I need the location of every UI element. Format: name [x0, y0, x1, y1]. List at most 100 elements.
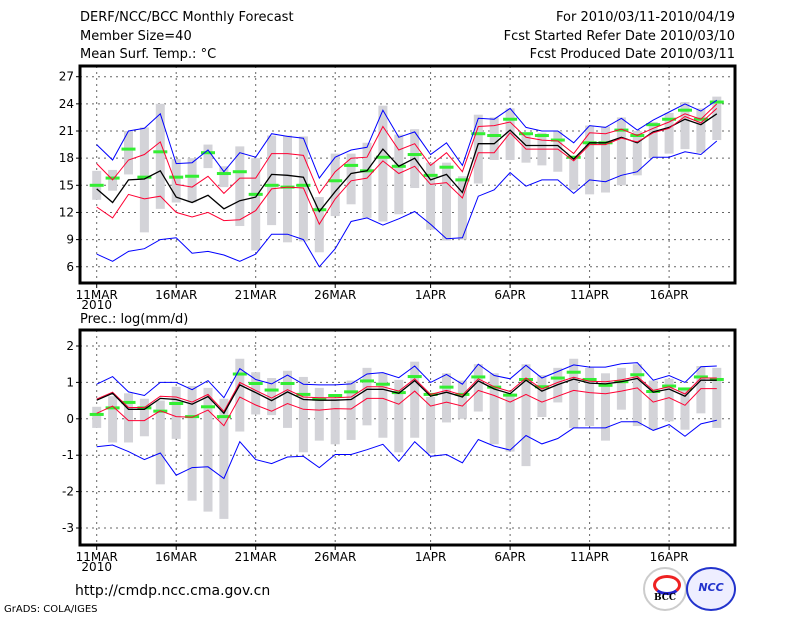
- spread-bar: [553, 131, 563, 172]
- series-line-mean: [96, 377, 717, 415]
- website-url[interactable]: http://cmdp.ncc.cma.gov.cn: [75, 583, 271, 599]
- observed-mark: [121, 147, 136, 151]
- observed-mark: [105, 406, 120, 410]
- observed-mark: [550, 138, 565, 142]
- observed-mark: [232, 372, 247, 376]
- spread-bar: [346, 380, 356, 440]
- x-tick-label: 6APR: [494, 550, 525, 564]
- observed-mark: [169, 175, 184, 179]
- x-year-label: 2010: [81, 560, 112, 574]
- spread-bar: [696, 108, 706, 153]
- ncc-logo-text: NCC: [698, 581, 724, 594]
- spread-bar: [330, 398, 340, 445]
- spread-bar: [664, 112, 674, 154]
- spread-bar: [632, 364, 642, 427]
- y-tick-label: 15: [59, 178, 74, 192]
- variable-label: Mean Surf. Temp.: °C: [80, 47, 217, 62]
- spread-bar: [203, 144, 213, 169]
- ncc-logo: NCC: [686, 567, 736, 611]
- spread-bar: [155, 400, 165, 485]
- spread-bar: [680, 389, 690, 430]
- observed-mark: [89, 183, 104, 187]
- x-tick-label: 16APR: [650, 288, 689, 302]
- plot-frame: [78, 328, 737, 547]
- spread-bar: [139, 398, 149, 437]
- spread-bar: [521, 364, 531, 467]
- y-tick-label: 27: [59, 70, 74, 84]
- observed-mark: [248, 192, 263, 196]
- observed-mark: [264, 388, 279, 392]
- observed-mark: [487, 134, 502, 138]
- spread-bar: [616, 117, 626, 186]
- plot-frame: [78, 64, 737, 285]
- observed-mark: [216, 172, 231, 176]
- spread-bar: [442, 373, 451, 423]
- spread-bar: [410, 361, 420, 438]
- precip-label: Prec.: log(mm/d): [80, 312, 189, 327]
- observed-mark: [121, 400, 136, 404]
- spread-bar: [251, 158, 261, 251]
- spread-bar: [314, 387, 324, 441]
- x-year-label: 2010: [81, 298, 112, 312]
- y-tick-label: -2: [62, 485, 74, 499]
- x-tick-label: 11MAR: [76, 288, 118, 302]
- observed-mark: [232, 170, 247, 174]
- observed-mark: [582, 377, 597, 381]
- observed-mark: [709, 377, 724, 381]
- series-line-upper: [96, 103, 718, 195]
- observed-mark: [693, 375, 708, 379]
- spread-bar: [378, 105, 388, 222]
- spread-bar: [648, 121, 658, 159]
- spread-bar: [569, 156, 579, 190]
- spread-bar: [283, 135, 292, 243]
- member-size: Member Size=40: [80, 29, 192, 44]
- x-tick-label: 16MAR: [155, 288, 197, 302]
- observed-mark: [328, 394, 343, 398]
- x-tick-label: 26MAR: [314, 288, 356, 302]
- chart-panel-0: 6 9 12 15 18 21 24 27 11MAR 16MAR 21MAR 26MAR 1APR 6A…: [59, 64, 737, 312]
- series-line-max: [96, 99, 718, 180]
- observed-mark: [534, 134, 549, 138]
- spread-bar: [124, 393, 133, 443]
- observed-mark: [598, 383, 613, 387]
- spread-bar: [394, 134, 404, 215]
- y-tick-label: 9: [66, 233, 74, 247]
- spread-bar: [124, 131, 133, 175]
- observed-mark: [264, 183, 279, 187]
- spread-bar: [585, 367, 595, 427]
- spread-bar: [585, 125, 595, 195]
- observed-mark: [296, 183, 311, 187]
- spread-bar: [426, 396, 436, 454]
- observed-mark: [89, 412, 104, 416]
- y-tick-label: 2: [66, 339, 74, 353]
- spread-bar: [616, 367, 626, 410]
- observed-mark: [439, 385, 454, 389]
- spread-bar: [219, 166, 229, 188]
- observed-mark: [344, 163, 359, 167]
- spread-bar: [346, 153, 356, 205]
- spread-bar: [632, 131, 642, 176]
- series-line-min: [96, 419, 717, 480]
- observed-mark: [503, 393, 518, 397]
- spread-bar: [473, 114, 483, 184]
- observed-mark: [280, 381, 295, 385]
- spread-bar: [283, 370, 292, 428]
- chart-title: DERF/NCC/BCC Monthly Forecast: [80, 10, 294, 25]
- observed-mark: [137, 175, 152, 179]
- x-tick-label: 11MAR: [76, 550, 118, 564]
- observed-mark: [105, 176, 120, 180]
- observed-mark: [375, 155, 390, 159]
- spread-bar: [203, 387, 213, 512]
- x-tick-label: 16MAR: [155, 550, 197, 564]
- observed-mark: [566, 155, 581, 159]
- spread-bar: [696, 366, 706, 414]
- observed-mark: [312, 397, 327, 401]
- x-tick-label: 21MAR: [235, 550, 277, 564]
- spread-bar: [171, 159, 181, 203]
- y-tick-label: -1: [62, 448, 74, 462]
- spread-bar: [330, 153, 340, 217]
- observed-mark: [328, 179, 343, 183]
- spread-bar: [457, 380, 467, 419]
